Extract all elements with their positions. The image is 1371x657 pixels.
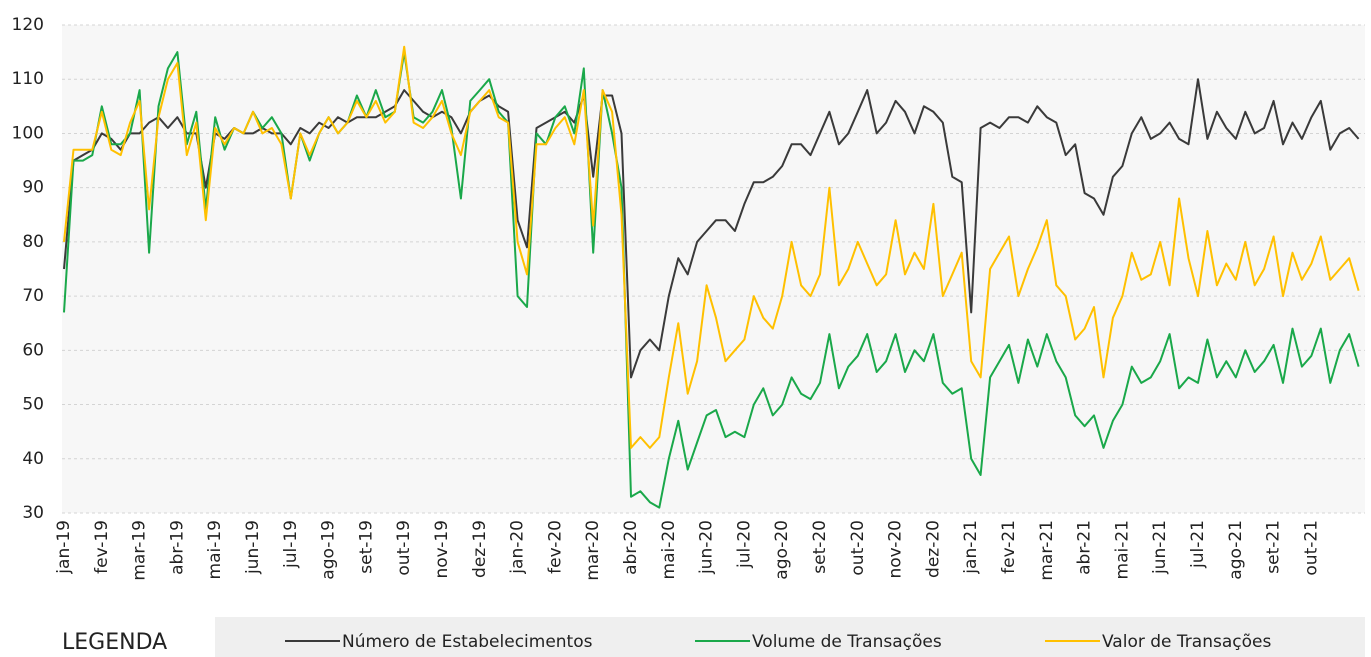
x-tick-label: mai-21 [1112,520,1132,579]
x-tick-label: abr-21 [1075,520,1095,575]
x-tick-label: nov-19 [432,520,452,579]
y-tick-label: 30 [22,503,44,523]
y-tick-label: 40 [22,449,44,469]
x-tick-label: ago-19 [319,520,339,580]
y-tick-label: 110 [12,69,44,89]
legend-label: Número de Estabelecimentos [342,632,593,652]
x-tick-label: jan-20 [508,520,528,575]
x-tick-label: nov-20 [886,520,906,579]
x-tick-label: set-20 [810,520,830,574]
plot-area [62,25,1365,513]
x-tick-label: mai-19 [205,520,225,579]
y-tick-label: 100 [12,123,44,143]
x-tick-label: jul-20 [734,520,754,569]
y-tick-label: 80 [22,232,44,252]
x-tick-label: mar-20 [583,520,603,581]
y-tick-label: 90 [22,178,44,198]
legend-box [215,617,1365,657]
x-tick-label: jun-20 [697,520,717,575]
x-tick-label: jul-19 [281,520,301,569]
y-tick-label: 50 [22,395,44,415]
x-tick-label: set-21 [1264,520,1284,574]
x-tick-label: out-21 [1301,520,1321,576]
legend-label: Valor de Transações [1102,632,1271,652]
x-tick-label: dez-19 [470,520,490,578]
y-tick-label: 60 [22,340,44,360]
x-tick-label: out-19 [394,520,414,576]
x-tick-label: fev-19 [92,520,112,574]
x-tick-label: mar-21 [1037,520,1057,581]
x-tick-label: out-20 [848,520,868,576]
x-tick-label: jun-19 [243,520,263,575]
x-tick-label: set-19 [356,520,376,574]
x-tick-label: abr-20 [621,520,641,575]
x-tick-label: fev-21 [999,520,1019,574]
x-tick-label: ago-21 [1226,520,1246,580]
x-tick-label: jan-21 [961,520,981,575]
x-tick-label: jul-21 [1188,520,1208,569]
x-tick-label: jun-21 [1150,520,1170,575]
x-tick-label: mar-19 [130,520,150,581]
x-tick-label: dez-20 [923,520,943,578]
legend-label: Volume de Transações [752,632,942,652]
series-line [63,51,1360,509]
x-tick-label: mai-20 [659,520,679,579]
x-tick-label: ago-20 [772,520,792,580]
y-tick-label: 120 [12,15,44,35]
x-tick-label: jan-19 [54,520,74,575]
legend-title: LEGENDA [62,630,167,655]
y-tick-label: 70 [22,286,44,306]
x-tick-label: abr-19 [167,520,187,575]
x-tick-label: fev-20 [545,520,565,574]
series-line [63,78,1360,379]
series-line [63,45,1360,449]
